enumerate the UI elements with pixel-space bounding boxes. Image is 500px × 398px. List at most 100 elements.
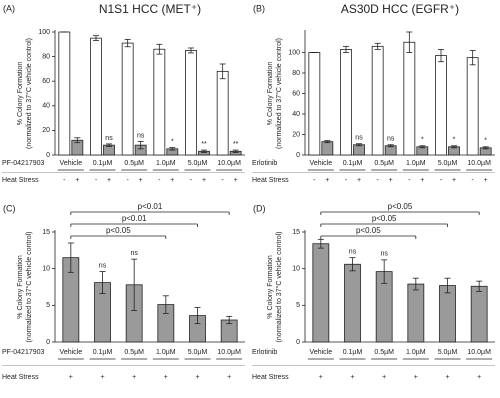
y-axis-label: (normalized to 37°C vehicle control) [25,38,33,149]
heat-stress-mark: - [376,177,379,184]
y-axis-label: % Colony Formation [17,62,24,126]
bar [340,49,352,156]
panel-label: (B) [253,3,265,13]
x-tick-label: 1.0µM [406,349,426,356]
y-tick-label: 5 [46,302,50,309]
heat-stress-mark: + [452,177,456,184]
bar [371,45,384,156]
bar [121,42,134,156]
panel: (D) % Colony Formation (normalized to 37°C… [252,202,495,381]
panel-label: (D) [253,203,266,213]
bracket-label: p<0.05 [356,226,381,235]
heat-stress-mark: - [158,177,161,184]
heat-stress-mark: + [100,374,104,381]
bar [312,243,330,343]
chart-title: N1S1 HCC (MET⁺) [99,2,201,16]
bar [308,52,321,156]
x-tick-label: 0.5µM [124,160,144,167]
y-tick-label: 100 [38,29,50,36]
condition-label: Heat Stress [252,374,289,381]
heat-stress-mark: - [190,177,193,184]
heat-stress-mark: + [107,177,111,184]
x-tick-label: 10.0µM [467,349,491,356]
y-tick-label: 15 [292,229,300,236]
bar [439,285,456,343]
y-tick-label: 60 [292,90,300,97]
heat-stress-mark: + [69,374,73,381]
significance-label: ns [387,136,395,143]
y-tick-label: 5 [296,302,300,309]
bracket-label: p<0.01 [122,214,147,223]
x-tick-label: Vehicle [310,349,333,356]
y-axis-label: % Colony Formation [17,255,24,319]
x-tick-label: 0.5µM [374,349,394,356]
significance-label: ** [233,141,239,148]
y-tick-label: 0 [46,339,50,346]
significance-label: * [453,137,456,144]
y-tick-label: 20 [292,131,300,138]
treatment-label: PF-04217903 [2,349,45,356]
treatment-label: PF-04217903 [2,160,45,167]
y-tick-label: 0 [296,152,300,159]
x-tick-label: 0.5µM [374,160,394,167]
significance-label: * [484,138,487,145]
x-tick-label: 1.0µM [156,160,176,167]
heat-stress-mark: - [63,177,66,184]
y-tick-label: 15 [42,229,50,236]
y-axis-label: % Colony Formation [267,255,274,319]
heat-stress-mark: + [445,374,449,381]
heat-stress-mark: + [132,374,136,381]
significance-label: ns [349,249,357,256]
chart-title: AS30D HCC (EGFR⁺) [341,2,459,16]
y-tick-label: 20 [42,127,50,134]
heat-stress-mark: + [420,177,424,184]
heat-stress-mark: - [221,177,224,184]
heat-stress-mark: + [389,177,393,184]
heat-stress-mark: - [126,177,129,184]
y-tick-label: 100 [288,49,300,56]
significance-label: ns [355,135,363,142]
y-axis-label: (normalized to 37°C vehicle control) [275,38,283,149]
heat-stress-mark: - [345,177,348,184]
heat-stress-mark: + [357,177,361,184]
heat-stress-mark: + [139,177,143,184]
x-tick-label: 5.0µM [438,160,458,167]
heat-stress-mark: + [382,374,386,381]
treatment-label: Erlotinib [252,160,277,167]
significance-label: ns [130,250,138,257]
y-tick-label: 0 [296,339,300,346]
x-tick-label: 0.1µM [343,160,363,167]
bar [58,31,71,156]
bar [470,285,488,343]
x-tick-label: 0.1µM [343,349,363,356]
x-tick-label: 1.0µM [406,160,426,167]
heat-stress-mark: + [414,374,418,381]
bar [435,55,447,156]
bar [353,144,365,156]
panel-label: (A) [3,3,15,13]
condition-label: Heat Stress [252,177,289,184]
x-tick-label: 1.0µM [156,349,176,356]
x-tick-label: Vehicle [60,160,83,167]
heat-stress-mark: + [227,374,231,381]
bar [407,283,425,343]
condition-label: Heat Stress [2,177,39,184]
heat-stress-mark: + [202,177,206,184]
significance-label: * [421,137,424,144]
heat-stress-mark: - [471,177,474,184]
heat-stress-mark: + [319,374,323,381]
bar [403,41,416,156]
significance-label: ns [105,135,113,142]
heat-stress-mark: + [484,177,488,184]
bar [153,48,166,156]
x-tick-label: Vehicle [60,349,83,356]
significance-label: ns [137,132,145,139]
bar [321,141,334,156]
x-tick-label: 0.5µM [124,349,144,356]
significance-label: ns [99,262,107,269]
bar [466,57,479,156]
x-tick-label: 10.0µM [217,349,241,356]
bracket-label: p<0.01 [138,202,163,211]
